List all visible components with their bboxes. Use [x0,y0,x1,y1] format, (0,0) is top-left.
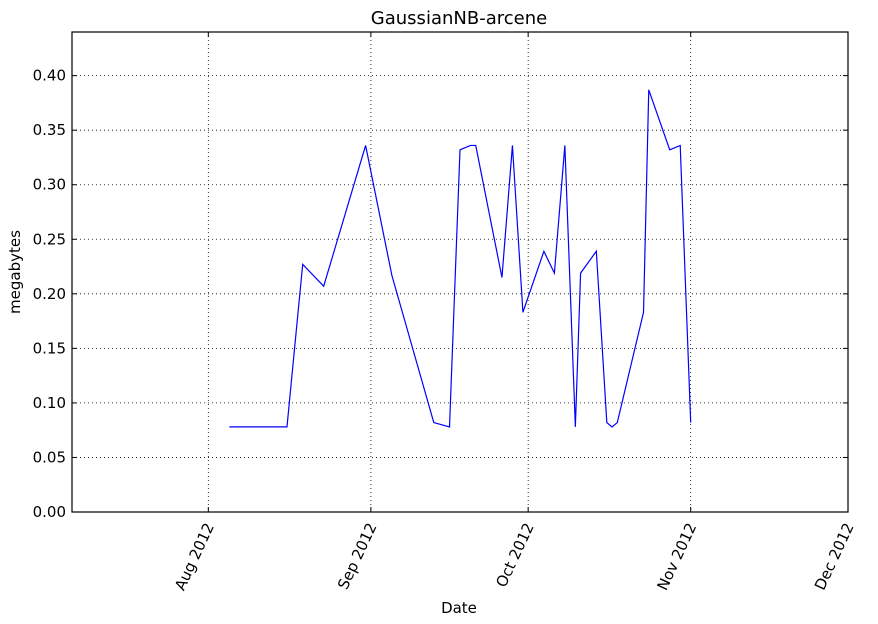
grid-lines [72,32,849,513]
y-tick-label: 0.35 [33,121,66,139]
series-layer [229,89,692,428]
y-tick-label: 0.05 [33,448,66,466]
plot-area-frame [71,31,849,513]
y-tick-label: 0.15 [33,339,66,357]
y-axis-title: megabytes [6,230,24,314]
x-axis-title: Date [441,599,477,617]
y-tick-label: 0.10 [33,394,66,412]
y-tick-label: 0.30 [33,176,66,194]
y-tick-labels: 0.00 0.05 0.10 0.15 0.20 0.25 0.30 0.35 0.40 [33,67,66,521]
y-tick-label: 0.40 [33,67,66,85]
y-tick-label: 0.25 [33,230,66,248]
chart-title: GaussianNB-arcene [371,8,547,29]
y-tick-label: 0.20 [33,285,66,303]
tick-marks [72,32,849,513]
series-line [229,89,692,428]
y-tick-label: 0.00 [33,503,66,521]
